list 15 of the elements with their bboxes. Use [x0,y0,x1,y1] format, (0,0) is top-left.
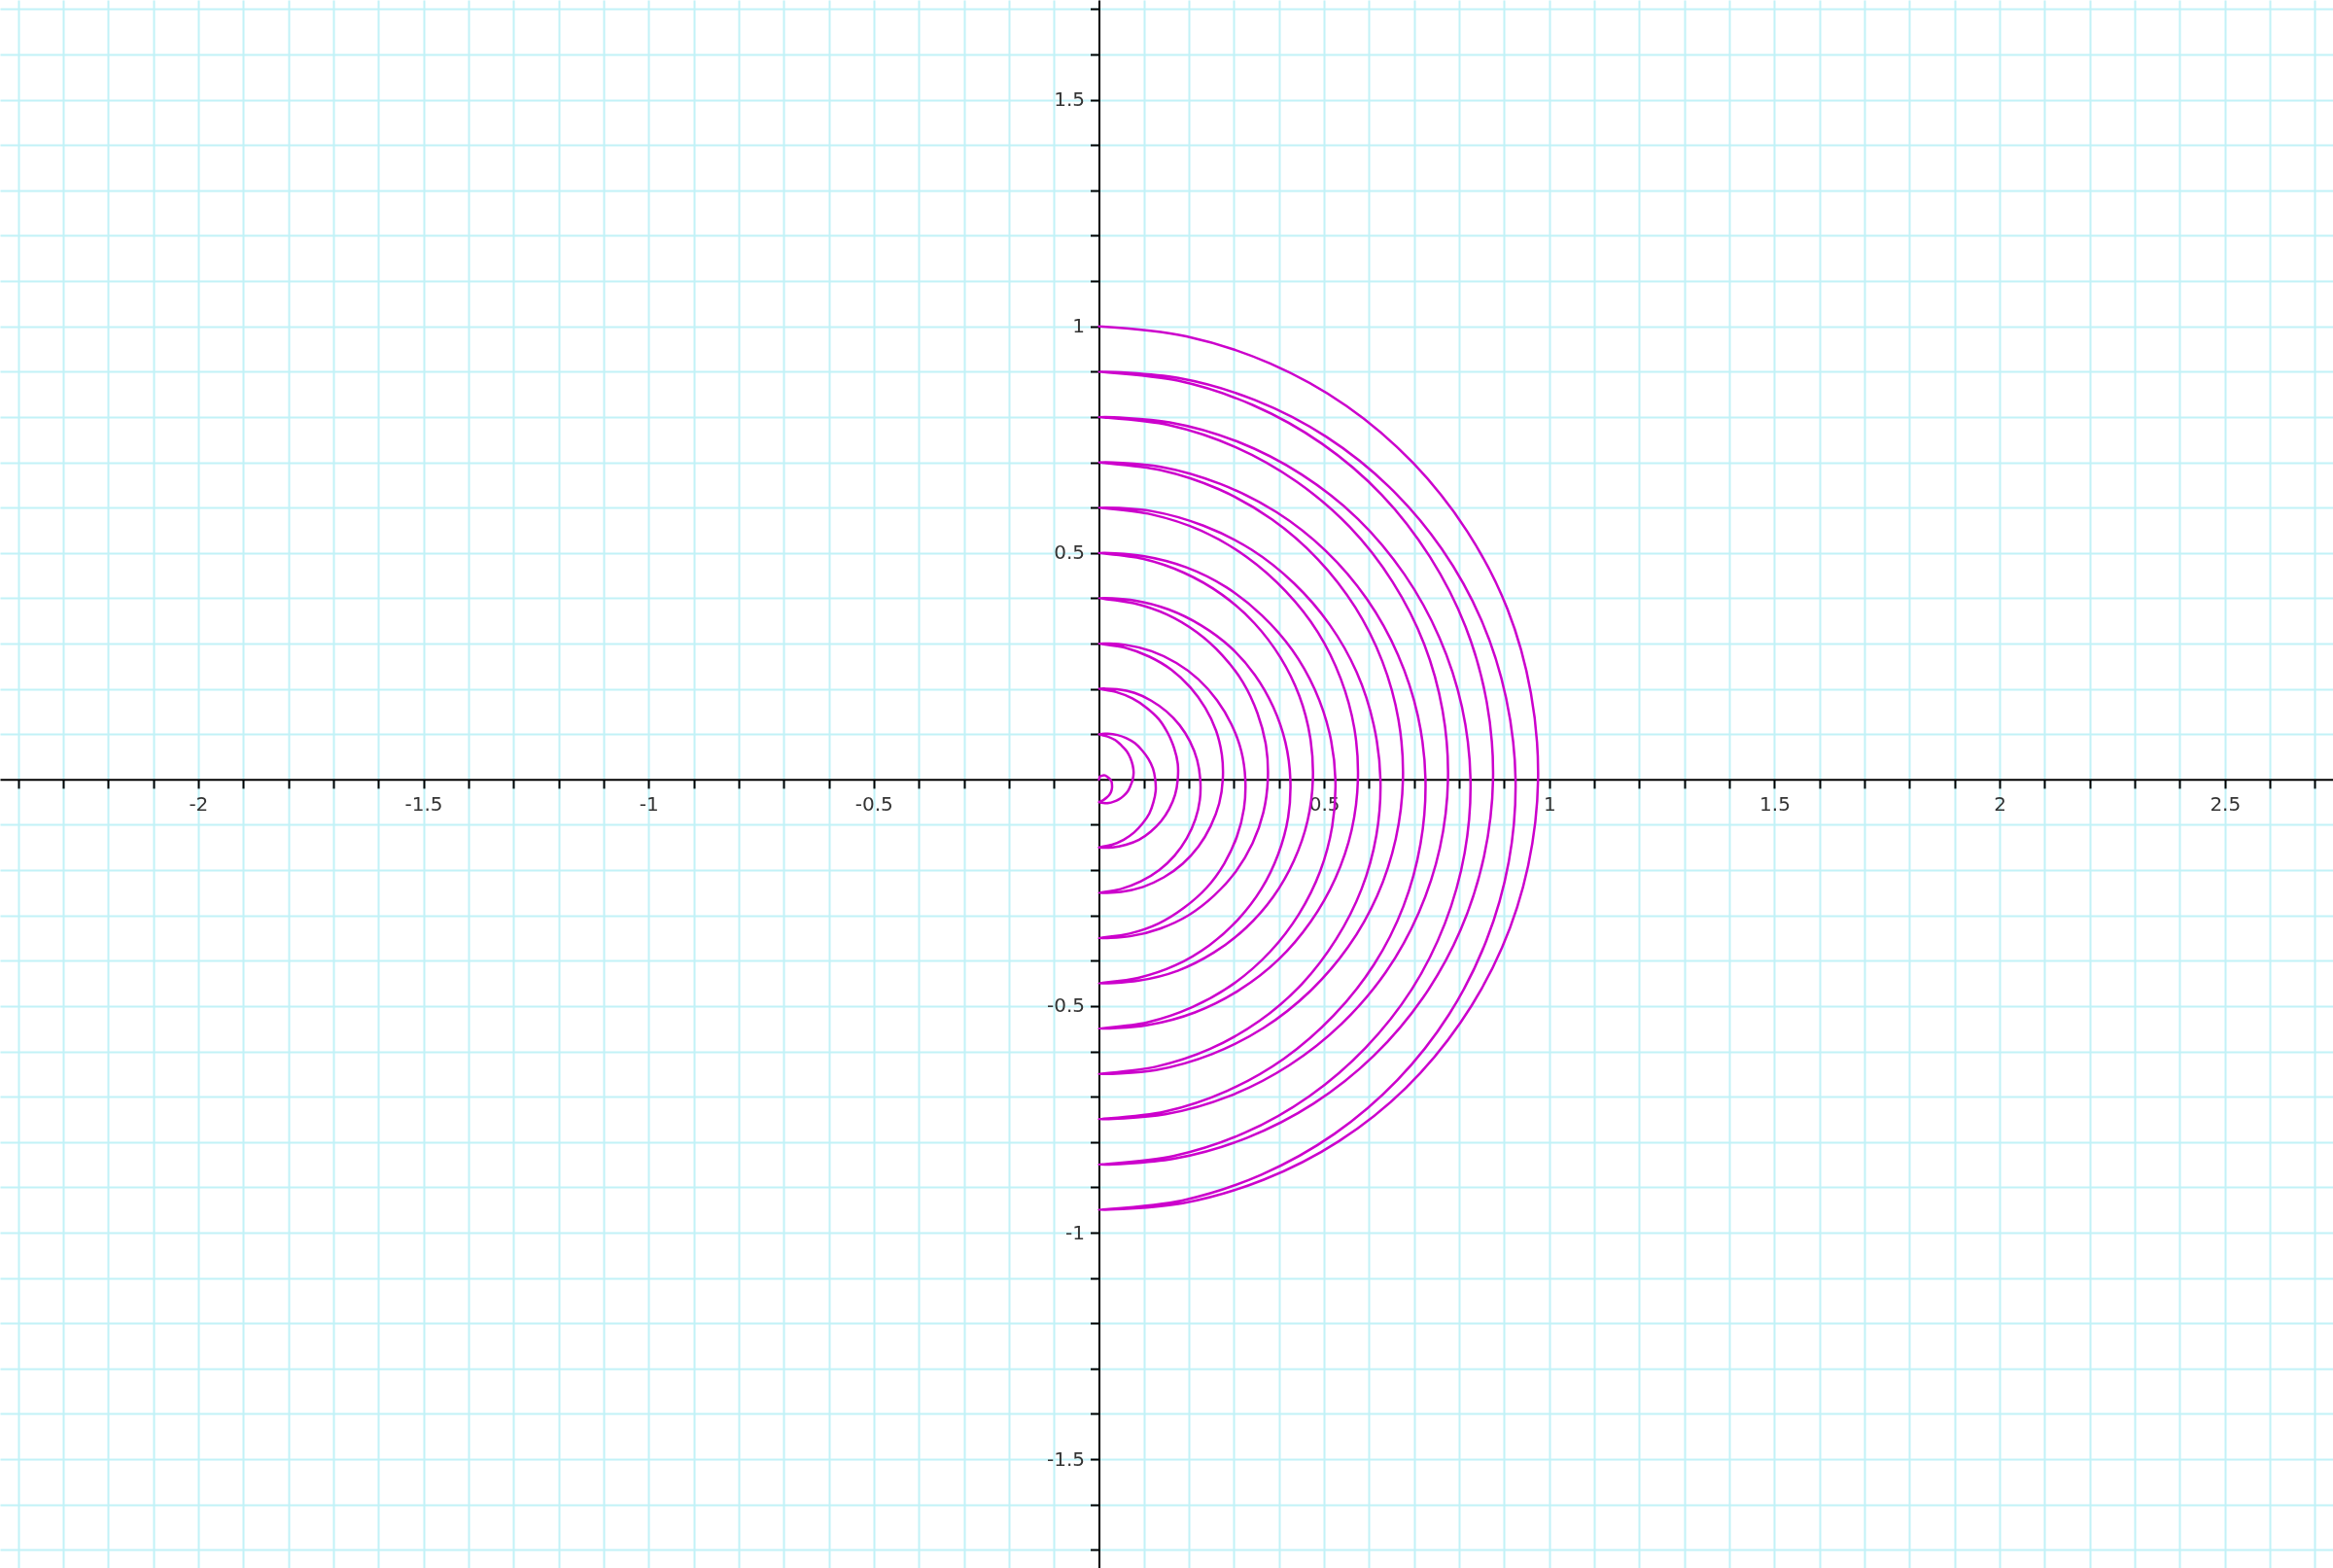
y-tick-label: -1 [1065,1220,1085,1244]
x-tick-label: -1.5 [404,792,443,817]
x-tick-label: 2 [1994,792,2007,817]
x-tick-label: -1 [639,792,659,817]
line-series [1097,325,1540,1211]
x-tick-label: 1.5 [1759,792,1791,817]
x-tick-label: 2.5 [2210,792,2242,817]
y-tick-label: 1 [1072,314,1085,338]
x-tick-label: -2 [189,792,209,817]
y-tick-label: 1.5 [1054,87,1085,112]
y-tick-label: -1.5 [1046,1446,1085,1471]
y-tick-label: -0.5 [1046,993,1085,1018]
x-tick-label: -0.5 [854,792,893,817]
y-tick-label: 0.5 [1054,540,1085,565]
x-tick-label: 1 [1543,792,1556,817]
